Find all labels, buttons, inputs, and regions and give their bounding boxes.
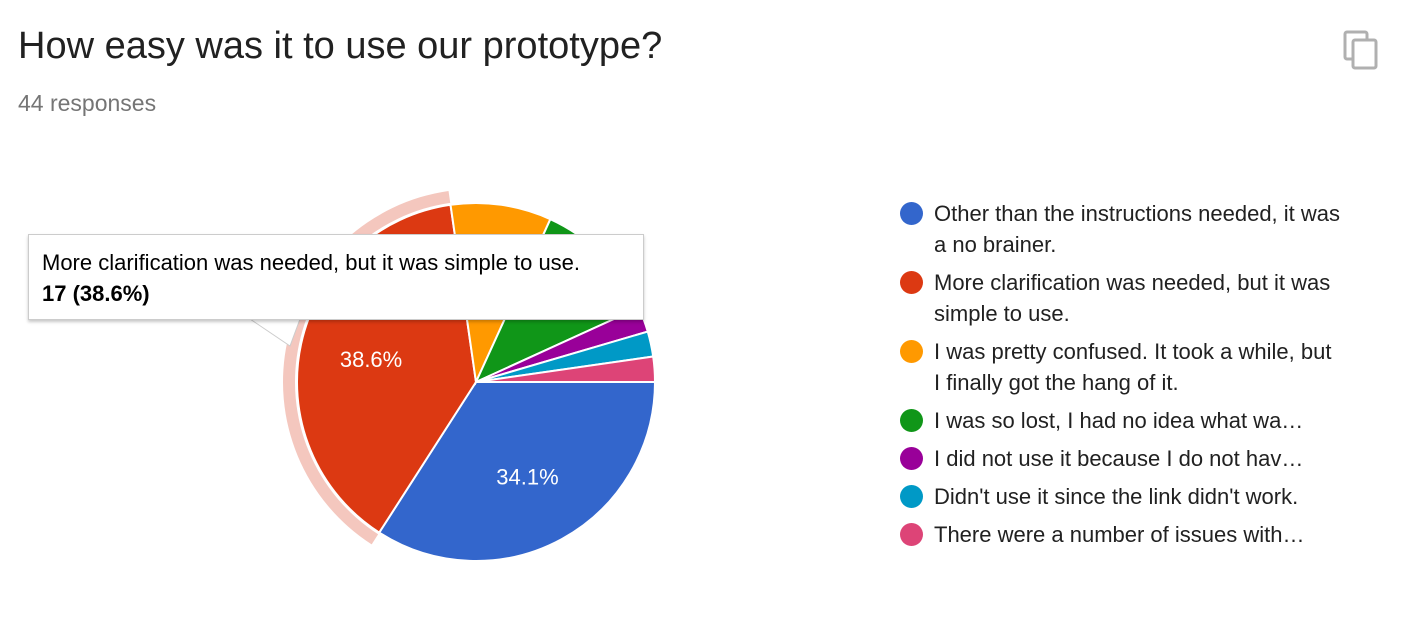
legend-swatch xyxy=(900,409,923,432)
pie-slice[interactable] xyxy=(475,355,657,383)
legend-label: More clarification was needed, but it wa… xyxy=(934,270,1331,326)
legend-swatch xyxy=(900,202,923,225)
legend-swatch xyxy=(900,447,923,470)
legend-item[interactable]: I did not use it because I do not hav… xyxy=(900,443,1340,474)
page-title: How easy was it to use our prototype? xyxy=(18,25,663,67)
legend-item[interactable]: There were a number of issues with… xyxy=(900,519,1340,550)
legend-label: There were a number of issues with… xyxy=(934,522,1305,547)
legend-label: I was so lost, I had no idea what wa… xyxy=(934,408,1304,433)
legend-swatch xyxy=(900,271,923,294)
legend-swatch xyxy=(900,340,923,363)
tooltip-label: More clarification was needed, but it wa… xyxy=(42,250,581,275)
copy-chart-button[interactable] xyxy=(1340,28,1384,72)
legend-label: I was pretty confused. It took a while, … xyxy=(934,339,1332,395)
response-count: 44 responses xyxy=(18,90,157,116)
legend-label: Didn't use it since the link didn't work… xyxy=(934,484,1299,509)
tooltip-value: 17 (38.6%) xyxy=(42,281,150,306)
chart-legend: Other than the instructions needed, it w… xyxy=(900,198,1340,557)
legend-label: I did not use it because I do not hav… xyxy=(934,446,1304,471)
legend-item[interactable]: More clarification was needed, but it wa… xyxy=(900,267,1340,329)
legend-item[interactable]: Other than the instructions needed, it w… xyxy=(900,198,1340,260)
copy-icon xyxy=(1343,30,1378,70)
legend-swatch xyxy=(900,523,923,546)
slice-tooltip: More clarification was needed, but it wa… xyxy=(28,234,644,320)
slice-percent-label: 34.1% xyxy=(496,464,558,489)
legend-label: Other than the instructions needed, it w… xyxy=(934,201,1341,257)
legend-item[interactable]: I was so lost, I had no idea what wa… xyxy=(900,405,1340,436)
legend-swatch xyxy=(900,485,923,508)
legend-item[interactable]: I was pretty confused. It took a while, … xyxy=(900,336,1340,398)
slice-percent-label: 38.6% xyxy=(340,347,402,372)
legend-item[interactable]: Didn't use it since the link didn't work… xyxy=(900,481,1340,512)
